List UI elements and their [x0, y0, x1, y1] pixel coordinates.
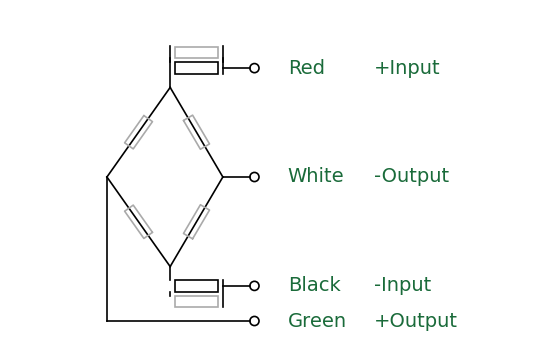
Text: Red: Red: [288, 59, 325, 78]
Text: +Output: +Output: [374, 312, 458, 331]
Text: -Output: -Output: [374, 167, 449, 187]
Text: Black: Black: [288, 276, 340, 295]
Bar: [176, 296, 217, 308]
Bar: [176, 62, 217, 74]
Text: +Input: +Input: [374, 59, 440, 78]
Text: -Input: -Input: [374, 276, 431, 295]
Text: Green: Green: [288, 312, 347, 331]
Bar: [176, 46, 217, 58]
Text: White: White: [288, 167, 344, 187]
Bar: [176, 280, 217, 292]
